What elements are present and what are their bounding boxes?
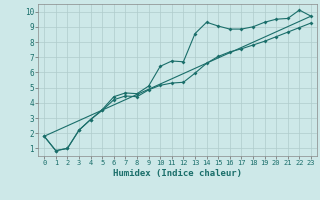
- X-axis label: Humidex (Indice chaleur): Humidex (Indice chaleur): [113, 169, 242, 178]
